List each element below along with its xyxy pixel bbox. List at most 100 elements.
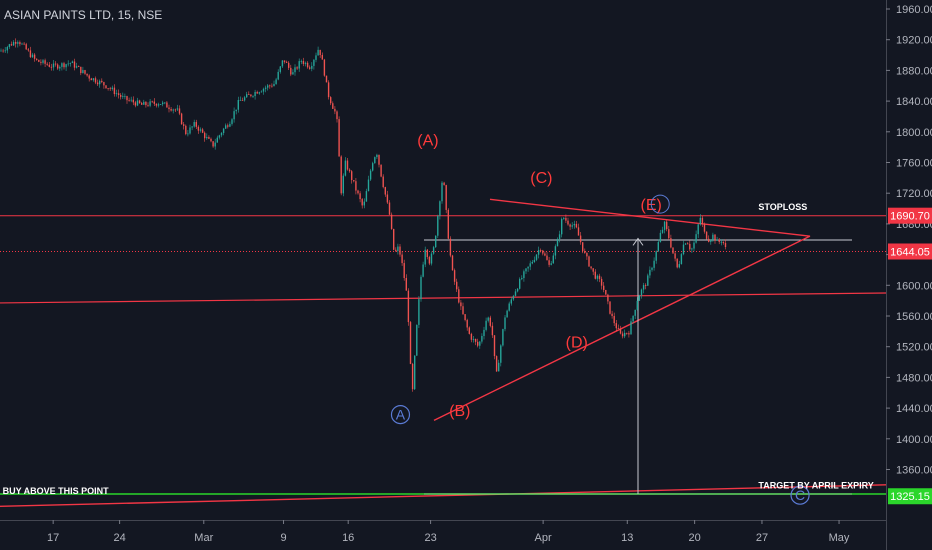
candle-body <box>569 224 571 227</box>
candle-body <box>80 66 82 74</box>
candle-body <box>132 99 134 103</box>
candle-body <box>504 317 506 330</box>
candle-body <box>708 238 710 242</box>
candle-body <box>71 61 74 64</box>
candle-body <box>615 323 617 329</box>
candle-body <box>640 289 643 296</box>
candle-body <box>248 94 250 95</box>
y-tick-label: 1720.00 <box>896 188 932 200</box>
candle-body <box>237 100 239 110</box>
candle-body <box>357 190 359 194</box>
candle-body <box>544 253 546 256</box>
candle-body <box>197 126 200 131</box>
candle-body <box>512 295 515 300</box>
candle-body <box>607 294 609 302</box>
y-tick-label: 1440.00 <box>896 403 932 415</box>
candle-body <box>294 67 296 73</box>
price-badge-label: 1690.70 <box>890 211 930 223</box>
candle-body <box>363 201 365 206</box>
candle-body <box>689 243 691 250</box>
candle-body <box>388 202 391 215</box>
candle-body <box>143 101 145 105</box>
candle-body <box>306 62 309 68</box>
candle-body <box>162 102 164 105</box>
candle-body <box>136 100 139 106</box>
candle-body <box>649 269 651 276</box>
candle-body <box>317 49 319 56</box>
candle-body <box>552 255 554 264</box>
candle-body <box>105 85 107 89</box>
candle-body <box>668 229 670 239</box>
candle-body <box>44 60 46 64</box>
candle-body <box>521 278 523 280</box>
candle-body <box>176 108 179 110</box>
candle-body <box>489 317 491 326</box>
candle-body <box>712 234 714 240</box>
candle-body <box>90 78 92 81</box>
candle-body <box>626 332 628 334</box>
wave-circle-a <box>390 405 411 425</box>
candle-body <box>617 328 620 330</box>
candle-body <box>600 278 603 286</box>
candle-body <box>716 239 718 241</box>
candle-body <box>372 163 374 171</box>
x-tick-label: 17 <box>47 532 59 544</box>
candle-body <box>529 263 531 267</box>
candle-body <box>432 247 435 254</box>
candle-body <box>309 67 311 69</box>
candle-body <box>281 60 284 67</box>
candle-body <box>348 169 351 172</box>
candle-body <box>323 59 326 76</box>
candle-body <box>346 160 349 170</box>
candle-body <box>130 99 132 101</box>
candle-body <box>603 285 605 290</box>
candle-body <box>10 44 13 46</box>
candle-body <box>611 313 613 316</box>
candle-body <box>4 50 6 52</box>
candle-body <box>430 253 433 264</box>
candle-body <box>325 75 328 83</box>
candle-body <box>73 61 76 68</box>
candle-body <box>300 60 302 62</box>
candle-body <box>670 238 672 248</box>
candle-body <box>355 181 357 191</box>
candle-body <box>273 83 275 87</box>
candle-body <box>334 108 336 112</box>
x-tick-label: 9 <box>280 532 286 544</box>
candle-body <box>449 238 452 256</box>
candle-body <box>498 362 500 372</box>
candle-body <box>185 125 187 135</box>
candle-body <box>206 136 208 139</box>
candle-body <box>445 185 447 210</box>
candle-body <box>208 136 210 139</box>
candle-body <box>239 100 242 101</box>
x-tick-label: 24 <box>113 532 125 544</box>
triangle-lower-line <box>433 235 811 422</box>
candle-body <box>84 70 86 74</box>
candle-body <box>447 209 449 239</box>
candle-body <box>338 119 340 157</box>
candle-body <box>479 341 481 346</box>
candle-body <box>170 109 172 111</box>
projection-arrow-head <box>632 237 644 246</box>
candle-body <box>659 232 662 243</box>
candle-body <box>395 249 397 252</box>
candle-body <box>233 111 235 120</box>
candle-body <box>332 103 334 109</box>
candle-body <box>621 333 624 337</box>
candle-body <box>271 85 273 87</box>
candle-body <box>393 228 395 250</box>
candle-body <box>674 253 676 259</box>
candle-body <box>414 355 416 390</box>
candle-body <box>149 101 151 106</box>
candle-body <box>699 217 701 225</box>
candle-body <box>466 320 468 328</box>
candle-body <box>54 63 57 65</box>
price-badge <box>888 243 932 260</box>
candle-body <box>519 279 521 289</box>
candle-body <box>561 218 563 235</box>
candle-body <box>634 309 636 316</box>
candle-body <box>168 107 170 110</box>
plot-area <box>0 0 886 520</box>
